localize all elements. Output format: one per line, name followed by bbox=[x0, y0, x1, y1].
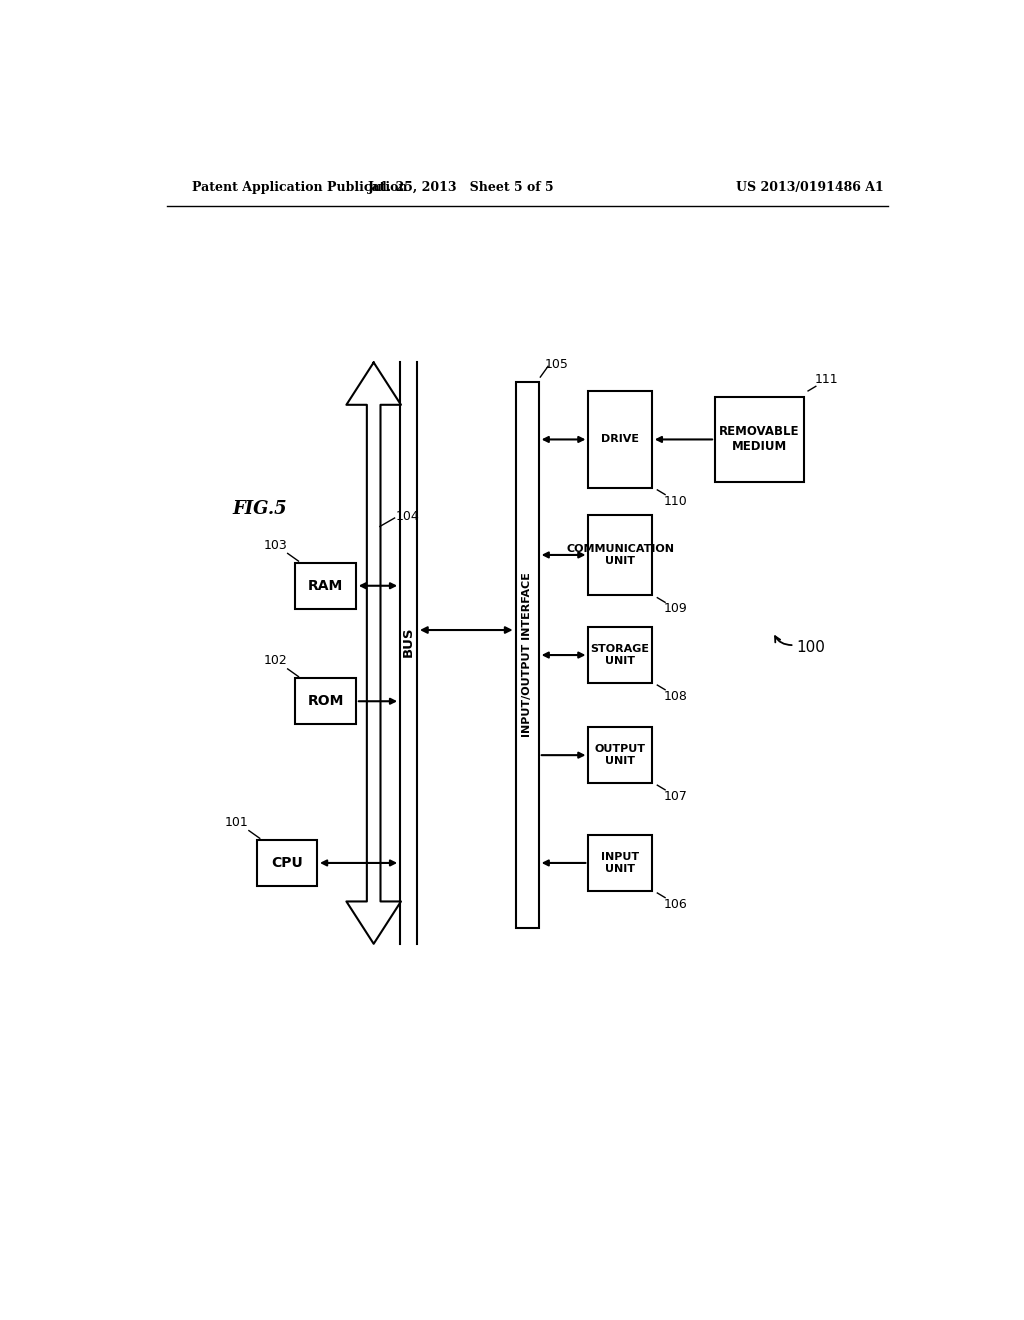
Text: US 2013/0191486 A1: US 2013/0191486 A1 bbox=[736, 181, 884, 194]
Text: 104: 104 bbox=[395, 510, 419, 523]
Bar bbox=[589, 627, 652, 682]
Text: 106: 106 bbox=[664, 898, 687, 911]
Bar bbox=[257, 840, 317, 886]
Text: COMMUNICATION
UNIT: COMMUNICATION UNIT bbox=[566, 544, 674, 566]
Text: INPUT/OUTPUT INTERFACE: INPUT/OUTPUT INTERFACE bbox=[522, 573, 532, 738]
Text: FIG.5: FIG.5 bbox=[232, 500, 288, 517]
Text: 109: 109 bbox=[664, 602, 687, 615]
Text: 110: 110 bbox=[664, 495, 687, 507]
Bar bbox=[589, 391, 652, 487]
Polygon shape bbox=[346, 363, 401, 944]
Text: STORAGE
UNIT: STORAGE UNIT bbox=[591, 644, 649, 665]
Bar bbox=[295, 562, 356, 609]
Text: Jul. 25, 2013   Sheet 5 of 5: Jul. 25, 2013 Sheet 5 of 5 bbox=[368, 181, 555, 194]
Text: 100: 100 bbox=[796, 640, 825, 655]
Text: CPU: CPU bbox=[271, 855, 303, 870]
Text: REMOVABLE
MEDIUM: REMOVABLE MEDIUM bbox=[720, 425, 800, 454]
Text: DRIVE: DRIVE bbox=[601, 434, 639, 445]
Bar bbox=[589, 727, 652, 783]
Text: OUTPUT
UNIT: OUTPUT UNIT bbox=[595, 744, 645, 766]
Text: INPUT
UNIT: INPUT UNIT bbox=[601, 853, 639, 874]
Bar bbox=[295, 678, 356, 725]
Text: 108: 108 bbox=[664, 689, 687, 702]
Text: 105: 105 bbox=[545, 358, 568, 371]
Bar bbox=[589, 836, 652, 891]
Text: RAM: RAM bbox=[308, 578, 343, 593]
Text: 101: 101 bbox=[225, 816, 249, 829]
Text: Patent Application Publication: Patent Application Publication bbox=[191, 181, 408, 194]
Bar bbox=[715, 397, 804, 482]
Text: ROM: ROM bbox=[307, 694, 344, 709]
Text: 107: 107 bbox=[664, 789, 687, 803]
Bar bbox=[589, 515, 652, 595]
Text: 111: 111 bbox=[814, 374, 838, 387]
Text: 102: 102 bbox=[264, 655, 288, 668]
Bar bbox=[515, 381, 539, 928]
Text: 103: 103 bbox=[264, 539, 288, 552]
Text: BUS: BUS bbox=[402, 626, 415, 657]
